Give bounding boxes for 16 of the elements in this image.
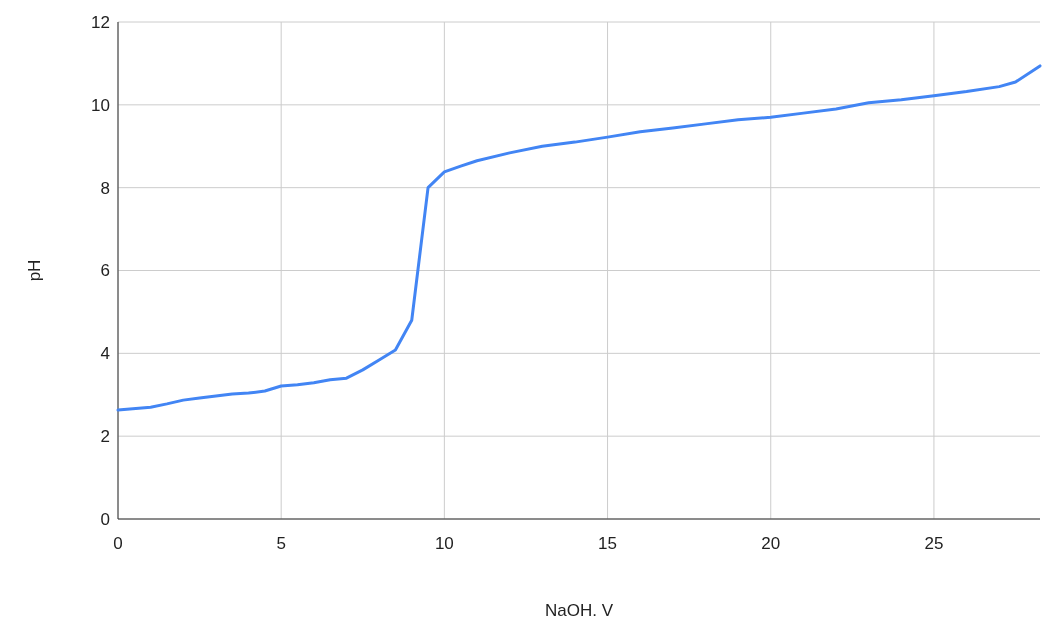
y-tick-label: 2 <box>100 427 110 447</box>
x-tick-label: 5 <box>276 534 286 553</box>
y-tick-label: 6 <box>100 261 110 281</box>
y-tick-label: 4 <box>100 344 110 364</box>
x-axis-title: NaOH. V <box>544 601 614 620</box>
y-axis-title: pH <box>25 259 44 282</box>
y-tick-label: 0 <box>100 509 110 529</box>
x-tick-label: 10 <box>434 534 454 553</box>
y-tick-label: 8 <box>100 178 110 198</box>
x-tick-label: 0 <box>113 534 123 553</box>
x-tick-label: 15 <box>598 534 618 553</box>
line-series <box>116 64 1042 412</box>
x-tick-label: 20 <box>761 534 781 553</box>
y-tick-label: 10 <box>91 95 110 115</box>
x-tick-label: 25 <box>924 534 944 553</box>
y-tick-label: 12 <box>91 12 110 32</box>
